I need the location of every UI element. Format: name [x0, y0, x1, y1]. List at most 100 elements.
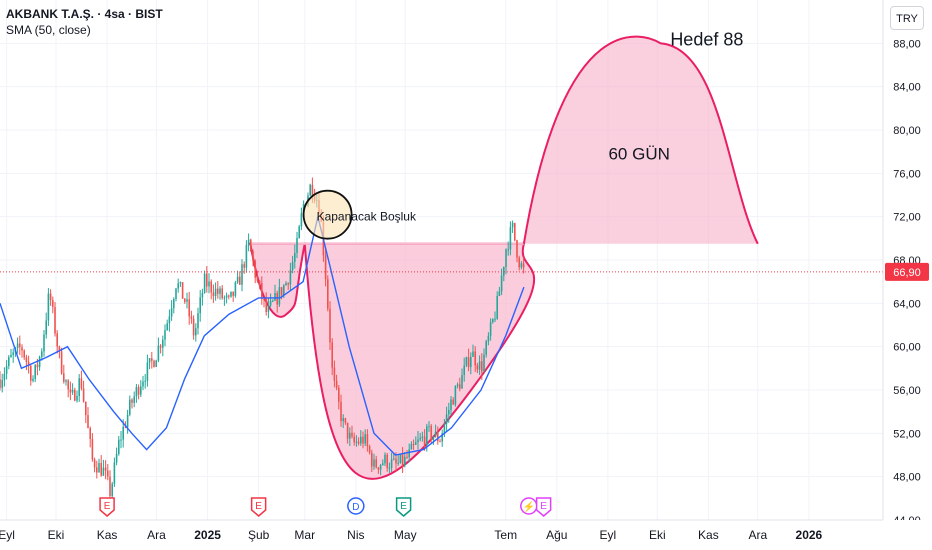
candle-body — [54, 307, 56, 334]
candle-body — [296, 238, 298, 253]
candle-body — [221, 288, 223, 299]
candle-body — [441, 433, 443, 442]
candle-body — [382, 463, 384, 465]
candle-body — [261, 283, 263, 300]
candle-body — [192, 318, 195, 336]
candle-body — [239, 276, 241, 285]
candle-body — [520, 263, 523, 268]
candle-body — [360, 436, 362, 444]
candle-body — [406, 456, 408, 458]
candle-body — [353, 436, 355, 443]
candle-body — [362, 436, 364, 444]
candle-body — [212, 292, 215, 297]
candle-body — [113, 462, 116, 484]
candle-body — [388, 467, 391, 469]
candle-body — [12, 352, 14, 355]
candle-body — [168, 316, 171, 324]
candle-body — [243, 264, 245, 268]
candle-body — [487, 335, 490, 342]
candle-body — [34, 364, 36, 379]
candle-body — [291, 261, 294, 270]
candle-body — [252, 251, 254, 262]
candle-body — [67, 380, 69, 390]
event-earnings-icon — [395, 497, 412, 517]
candle-body — [379, 464, 382, 470]
candle-body — [69, 389, 72, 393]
time-tick-label: Eyl — [0, 528, 15, 542]
candle-body — [120, 439, 122, 441]
candle-body — [377, 467, 380, 470]
candle-body — [327, 279, 329, 309]
candle-body — [500, 275, 503, 292]
candle-body — [483, 354, 485, 372]
candle-body — [474, 351, 476, 366]
candle-body — [89, 428, 91, 440]
candle-body — [203, 273, 206, 294]
candle-body — [432, 436, 435, 440]
candle-body — [201, 293, 204, 298]
candle-body — [208, 281, 210, 287]
candle-body — [142, 381, 144, 387]
candle-body — [269, 300, 272, 306]
candle-body — [357, 441, 360, 444]
candle-body — [478, 361, 481, 370]
candle-body — [404, 456, 406, 466]
event-label: E — [540, 501, 547, 512]
candle-body — [223, 297, 226, 299]
candle-body — [118, 439, 120, 454]
candle-body — [78, 378, 80, 396]
indicator-label[interactable]: SMA (50, close) — [6, 23, 91, 37]
candle-body — [126, 414, 129, 428]
candle-body — [245, 244, 248, 268]
candle-body — [219, 288, 221, 294]
candle-body — [412, 443, 415, 445]
candle-body — [430, 426, 432, 440]
price-tick-label: 80,00 — [893, 125, 921, 137]
candle-body — [115, 453, 118, 463]
candle-body — [254, 261, 256, 278]
candle-body — [472, 351, 474, 357]
candle-body — [311, 184, 314, 196]
projection-arc — [522, 35, 759, 245]
event-dividend-icon — [347, 497, 365, 515]
candle-body — [56, 333, 58, 347]
price-tick-label: 52,00 — [893, 428, 921, 440]
candle-body — [206, 273, 208, 287]
candle-body — [27, 361, 30, 366]
time-tick-label: Ara — [147, 528, 166, 542]
candle-body — [19, 343, 21, 348]
candle-body — [228, 295, 230, 297]
candle-body — [135, 387, 138, 397]
candle-body — [96, 467, 98, 473]
event-earnings-icon — [99, 497, 115, 517]
candle-body — [397, 462, 399, 464]
candle-body — [186, 299, 188, 302]
price-tick-label: 48,00 — [893, 472, 921, 484]
candle-body — [179, 282, 182, 284]
candle-body — [485, 341, 487, 355]
candle-body — [443, 423, 446, 434]
candle-body — [452, 399, 454, 405]
price-tick-label: 88,00 — [893, 38, 921, 50]
candle-body — [494, 318, 496, 320]
candle-body — [465, 357, 468, 366]
candle-body — [256, 277, 259, 281]
symbol-title[interactable]: AKBANK T.A.Ş. · 4sa · BIST — [6, 7, 163, 21]
candle-body — [82, 388, 85, 402]
candle-body — [419, 437, 421, 440]
candle-body — [496, 295, 498, 319]
candle-body — [32, 378, 34, 381]
candle-body — [166, 323, 168, 331]
candle-body — [60, 351, 63, 374]
price-tick-label: 56,00 — [893, 385, 921, 397]
time-tick-label: 2026 — [796, 528, 823, 542]
currency-button[interactable]: TRY — [890, 6, 924, 30]
candle-body — [505, 249, 507, 267]
candle-body — [184, 298, 186, 302]
candle-body — [188, 299, 190, 317]
candle-body — [173, 299, 175, 309]
candle-body — [175, 288, 177, 300]
candle-body — [5, 366, 8, 374]
